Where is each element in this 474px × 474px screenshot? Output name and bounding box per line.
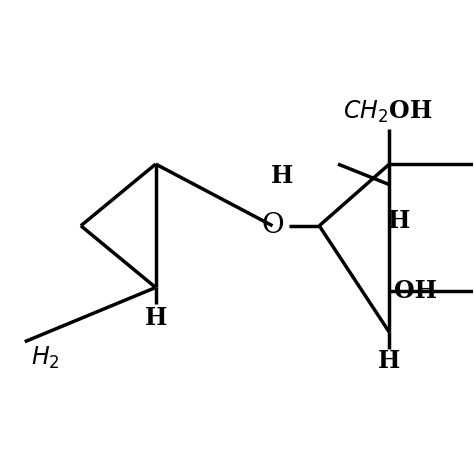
Text: O: O [261,212,284,239]
Text: H: H [145,306,167,330]
Text: OH: OH [394,279,437,303]
Text: H: H [271,164,293,188]
Text: $CH_2$OH: $CH_2$OH [343,99,432,125]
Text: H: H [378,349,401,373]
Text: H: H [388,209,410,233]
Text: $H_2$: $H_2$ [31,345,60,371]
